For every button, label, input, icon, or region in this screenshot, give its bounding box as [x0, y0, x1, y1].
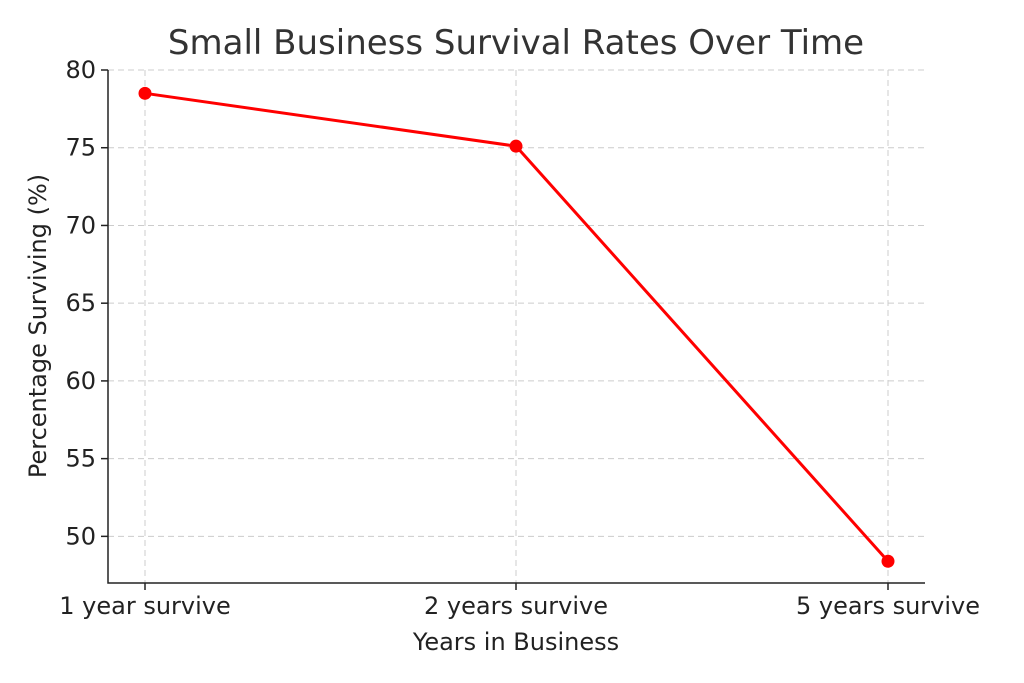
y-tick-label: 75 — [65, 134, 96, 162]
x-tick-label: 1 year survive — [59, 592, 231, 620]
y-axis-label: Percentage Surviving (%) — [24, 174, 52, 478]
y-tick-label: 60 — [65, 367, 96, 395]
axes — [107, 70, 925, 584]
y-tick-label: 80 — [65, 56, 96, 84]
x-tick-label: 2 years survive — [424, 592, 608, 620]
y-tick-label: 55 — [65, 445, 96, 473]
chart-title: Small Business Survival Rates Over Time — [168, 23, 864, 63]
y-tick-label: 50 — [65, 522, 96, 550]
y-tick-label: 65 — [65, 289, 96, 317]
x-tick-label: 5 years survive — [796, 592, 980, 620]
data-point — [138, 86, 152, 100]
y-tick-label: 70 — [65, 211, 96, 239]
tick-marks: 50 55 60 65 70 75 80 1 year survive 2 years surv… — [59, 56, 980, 620]
axis-spines — [107, 70, 925, 584]
series-layer — [138, 86, 895, 568]
data-point — [509, 139, 523, 153]
x-axis-label: Years in Business — [412, 628, 619, 656]
data-point — [881, 554, 895, 568]
grid-lines — [108, 69, 925, 583]
